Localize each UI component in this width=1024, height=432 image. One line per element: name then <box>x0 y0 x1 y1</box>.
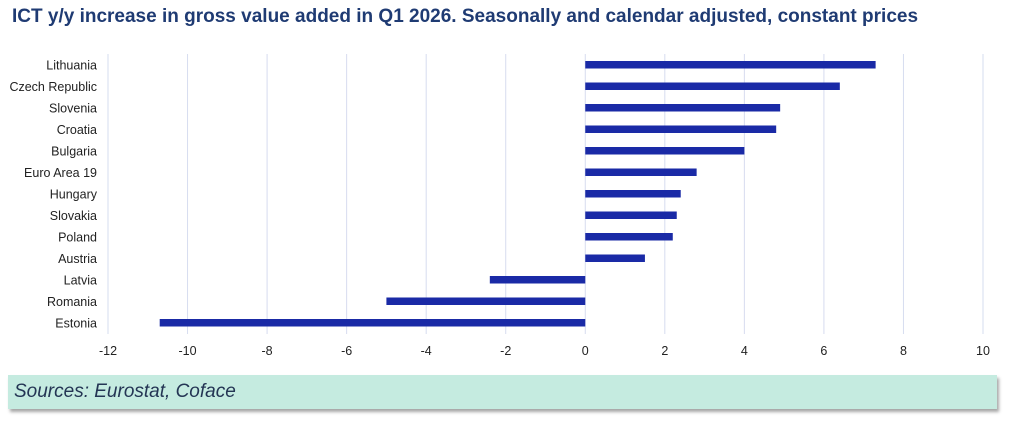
category-label: Euro Area 19 <box>24 166 97 180</box>
category-label: Croatia <box>57 123 97 137</box>
bar-croatia <box>585 125 777 133</box>
bar-bulgaria <box>585 147 745 155</box>
bar-slovenia <box>585 104 781 112</box>
category-label: Bulgaria <box>51 144 97 158</box>
grid-lines <box>107 54 984 334</box>
source-text: Sources: Eurostat, Coface <box>14 381 236 402</box>
category-label: Lithuania <box>46 58 97 72</box>
x-tick-label: 4 <box>741 344 748 358</box>
bar-romania <box>386 297 586 305</box>
bar-poland <box>585 233 673 241</box>
x-tick-label: 0 <box>582 344 589 358</box>
bar-chart: Lithuania Czech Republic Slovenia Croatia Bu… <box>9 54 990 358</box>
category-label: Czech Republic <box>9 80 97 94</box>
bar-czech-republic <box>585 82 840 90</box>
category-label: Latvia <box>64 273 97 287</box>
category-label: Hungary <box>50 187 98 201</box>
category-label: Slovenia <box>49 101 97 115</box>
category-label: Estonia <box>55 316 97 330</box>
bars <box>159 61 876 327</box>
bar-slovakia <box>585 211 677 219</box>
x-axis-tick-labels: -12 -10 -8 -6 -4 -2 0 2 4 6 8 10 <box>99 344 990 358</box>
bar-hungary <box>585 190 681 198</box>
x-tick-label: -10 <box>179 344 197 358</box>
x-tick-label: 10 <box>976 344 990 358</box>
bar-austria <box>585 254 645 262</box>
x-tick-label: 2 <box>661 344 668 358</box>
x-tick-label: -8 <box>262 344 273 358</box>
category-label: Slovakia <box>50 209 97 223</box>
category-labels: Lithuania Czech Republic Slovenia Croatia Bu… <box>9 58 97 330</box>
x-tick-label: -12 <box>99 344 117 358</box>
x-tick-label: 8 <box>900 344 907 358</box>
bar-euro-area-19 <box>585 168 697 176</box>
bar-lithuania <box>585 61 876 69</box>
bar-latvia <box>489 276 586 284</box>
x-tick-label: -4 <box>421 344 432 358</box>
source-box: Sources: Eurostat, Coface <box>8 375 997 409</box>
x-tick-label: 6 <box>820 344 827 358</box>
category-label: Romania <box>47 295 97 309</box>
category-label: Poland <box>58 230 97 244</box>
category-label: Austria <box>58 252 97 266</box>
bar-estonia <box>159 319 586 327</box>
chart-title: ICT y/y increase in gross value added in… <box>12 6 919 27</box>
x-tick-label: -2 <box>500 344 511 358</box>
x-tick-label: -6 <box>341 344 352 358</box>
